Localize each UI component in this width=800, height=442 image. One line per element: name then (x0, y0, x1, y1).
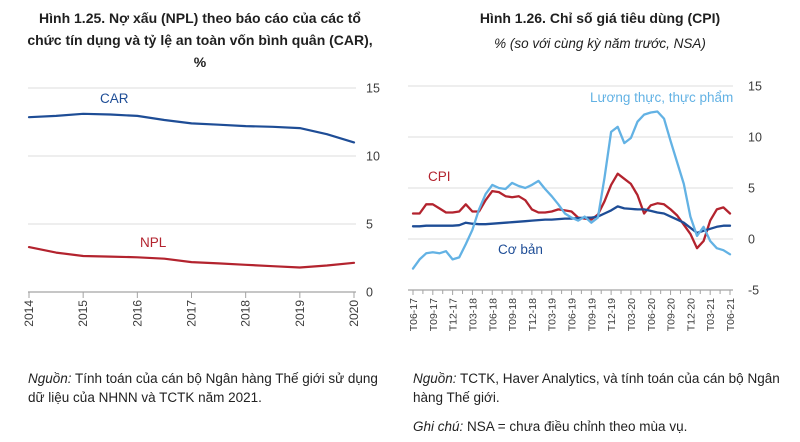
figure-1-26-title: Hình 1.26. Chỉ số giá tiêu dùng (CPI) (479, 10, 721, 26)
source-label: Nguồn: (28, 371, 72, 386)
figure-1-25-source: Nguồn: Tính toán của cán bộ Ngân hàng Th… (28, 369, 392, 407)
svg-text:T09-19: T09-19 (586, 298, 598, 331)
title-line: % (193, 54, 207, 70)
svg-text:10: 10 (366, 150, 380, 164)
svg-text:-5: -5 (748, 284, 759, 298)
figure-1-26: Hình 1.26. Chỉ số giá tiêu dùng (CPI) % … (400, 0, 800, 442)
figure-1-26-note: Ghi chú: NSA = chưa điều chỉnh theo mùa … (413, 417, 789, 436)
cpi-line-chart: -5 0 5 10 15 T06-17 T09-17 T12-17 T03-18 T06-18 T0… (408, 80, 762, 331)
figure-1-26-subtitle: % (so với cùng kỳ năm trước, NSA) (494, 36, 706, 51)
svg-text:T06-21: T06-21 (725, 298, 737, 331)
svg-text:15: 15 (748, 80, 762, 94)
figure-1-26-source: Nguồn: TCTK, Haver Analytics, và tính to… (413, 369, 789, 407)
svg-text:2020: 2020 (347, 300, 361, 327)
title-line: chức tín dụng và tỷ lệ an toàn vốn bình … (27, 32, 373, 48)
svg-text:T03-21: T03-21 (705, 298, 717, 331)
svg-text:T06-18: T06-18 (487, 298, 499, 331)
title-line: Hình 1.25. Nợ xấu (NPL) theo báo cáo của… (39, 10, 361, 26)
svg-text:15: 15 (366, 82, 380, 96)
svg-text:5: 5 (748, 182, 755, 196)
svg-text:2019: 2019 (293, 300, 307, 327)
svg-text:T12-20: T12-20 (685, 298, 697, 331)
svg-text:2018: 2018 (239, 300, 253, 327)
svg-text:T09-18: T09-18 (507, 298, 519, 331)
svg-text:T03-19: T03-19 (547, 298, 559, 331)
source-text: Tính toán của cán bộ Ngân hàng Thế giới … (28, 371, 378, 405)
svg-text:0: 0 (366, 286, 373, 300)
svg-text:T09-17: T09-17 (428, 298, 440, 331)
figure-1-25: Hình 1.25. Nợ xấu (NPL) theo báo cáo của… (8, 7, 392, 407)
svg-text:T06-20: T06-20 (646, 298, 658, 331)
svg-text:T06-19: T06-19 (567, 298, 579, 331)
svg-text:T03-18: T03-18 (467, 298, 479, 331)
svg-text:5: 5 (366, 218, 373, 232)
svg-text:T06-17: T06-17 (408, 298, 420, 331)
svg-text:T03-20: T03-20 (626, 298, 638, 331)
note-label: Ghi chú: (413, 419, 464, 434)
svg-text:CAR: CAR (100, 91, 129, 106)
source-label: Nguồn: (413, 371, 457, 386)
svg-text:T09-20: T09-20 (666, 298, 678, 331)
svg-text:NPL: NPL (140, 235, 167, 250)
source-text: TCTK, Haver Analytics, và tính toán của … (413, 371, 780, 405)
npl-car-line-chart: 0 5 10 15 2014 2015 2016 2017 2018 2019 2020 CAR NPL (22, 82, 380, 327)
figure-1-25-title: Hình 1.25. Nợ xấu (NPL) theo báo cáo của… (8, 7, 392, 73)
note-text: NSA = chưa điều chỉnh theo mùa vụ. (463, 419, 688, 434)
svg-text:10: 10 (748, 131, 762, 145)
svg-text:Cơ bản: Cơ bản (498, 242, 543, 257)
svg-text:2016: 2016 (130, 300, 144, 327)
svg-text:CPI: CPI (428, 169, 451, 184)
svg-text:2014: 2014 (22, 300, 36, 327)
svg-text:Lương thực, thực phẩm: Lương thực, thực phẩm (590, 90, 733, 105)
svg-text:T12-19: T12-19 (606, 298, 618, 331)
svg-text:0: 0 (748, 233, 755, 247)
svg-text:2015: 2015 (76, 300, 90, 327)
svg-text:2017: 2017 (185, 300, 199, 327)
svg-text:T12-18: T12-18 (527, 298, 539, 331)
svg-text:T12-17: T12-17 (448, 298, 460, 331)
